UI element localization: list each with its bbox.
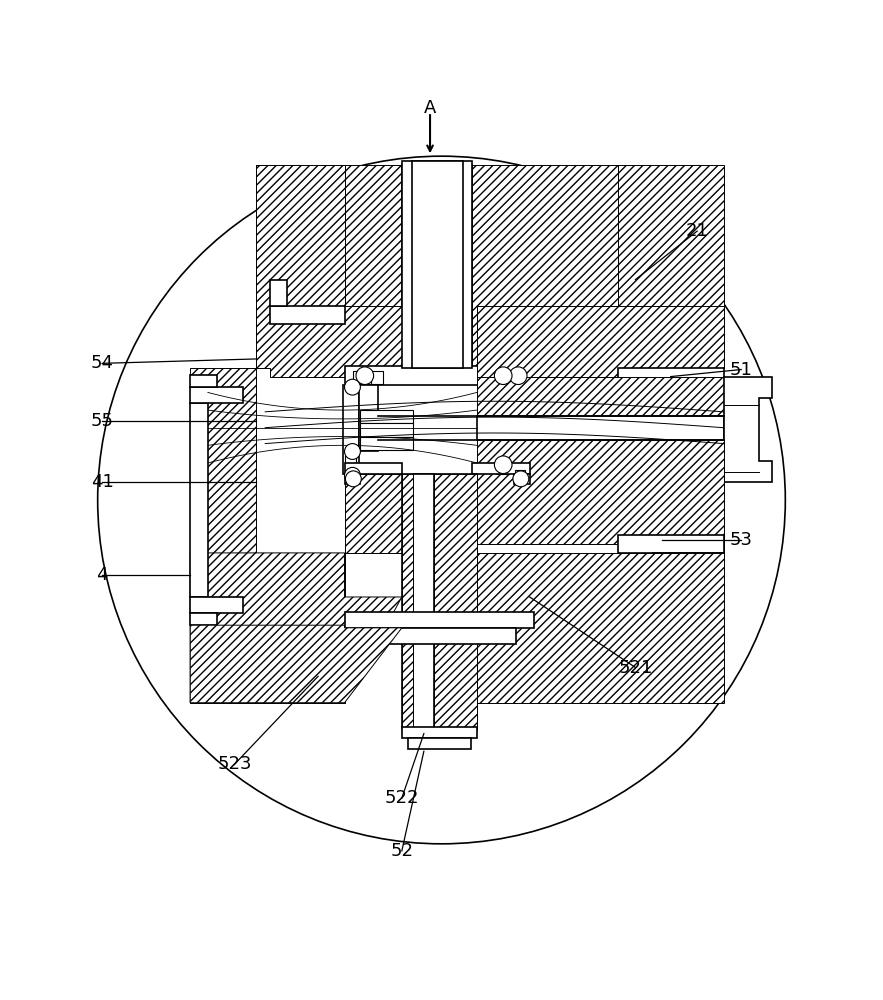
Bar <box>477 416 723 440</box>
Polygon shape <box>190 474 402 703</box>
Text: 21: 21 <box>686 222 708 240</box>
Bar <box>413 474 434 738</box>
Circle shape <box>513 471 529 487</box>
Bar <box>343 385 358 474</box>
Text: 51: 51 <box>730 361 752 379</box>
Polygon shape <box>477 306 723 377</box>
Text: 4: 4 <box>96 566 108 584</box>
Text: 53: 53 <box>729 531 752 549</box>
Bar <box>618 535 723 553</box>
Bar <box>190 403 208 597</box>
Bar <box>190 375 216 387</box>
Bar <box>402 727 477 738</box>
Bar <box>507 371 519 384</box>
Circle shape <box>344 444 360 459</box>
Polygon shape <box>190 625 402 703</box>
Circle shape <box>356 367 374 385</box>
Bar <box>408 738 472 749</box>
Text: 54: 54 <box>91 354 114 372</box>
Circle shape <box>494 456 512 474</box>
Bar <box>344 366 539 385</box>
Bar <box>371 371 383 384</box>
Bar <box>190 597 243 613</box>
Bar <box>347 470 358 481</box>
Bar <box>358 385 378 451</box>
Bar <box>269 306 344 324</box>
Bar <box>360 437 413 450</box>
Polygon shape <box>618 165 723 368</box>
Text: 41: 41 <box>91 473 114 491</box>
Bar <box>653 553 723 571</box>
Bar <box>514 474 530 484</box>
Bar <box>515 470 525 481</box>
Text: 521: 521 <box>618 659 653 677</box>
Circle shape <box>98 156 785 844</box>
Circle shape <box>345 471 361 487</box>
Polygon shape <box>256 165 402 368</box>
Polygon shape <box>477 377 723 416</box>
Bar <box>345 455 356 466</box>
Text: 52: 52 <box>390 842 413 860</box>
Bar <box>344 463 402 474</box>
Bar <box>411 161 463 368</box>
Bar <box>269 280 287 306</box>
Circle shape <box>509 367 527 385</box>
Polygon shape <box>434 474 477 729</box>
Bar <box>496 461 509 474</box>
Polygon shape <box>477 553 723 703</box>
Polygon shape <box>190 165 402 553</box>
Bar <box>353 371 366 384</box>
Bar <box>402 165 472 368</box>
Bar <box>362 628 517 644</box>
Bar <box>344 612 534 628</box>
Polygon shape <box>402 474 413 729</box>
Bar <box>402 474 477 729</box>
Circle shape <box>344 467 360 483</box>
Bar <box>190 613 216 625</box>
Bar <box>190 387 243 403</box>
Bar <box>671 380 723 394</box>
Bar <box>402 161 472 368</box>
Circle shape <box>344 379 360 395</box>
Polygon shape <box>190 553 402 703</box>
Polygon shape <box>477 440 723 553</box>
Bar <box>472 463 530 474</box>
Polygon shape <box>472 165 618 368</box>
Bar <box>360 423 413 437</box>
Text: 55: 55 <box>91 412 114 430</box>
Bar <box>344 474 360 484</box>
Text: 522: 522 <box>385 789 419 807</box>
Text: A: A <box>424 99 436 117</box>
Bar <box>360 410 413 423</box>
Text: 523: 523 <box>217 755 252 773</box>
Bar <box>618 368 723 380</box>
Polygon shape <box>723 377 772 482</box>
Circle shape <box>494 367 512 385</box>
